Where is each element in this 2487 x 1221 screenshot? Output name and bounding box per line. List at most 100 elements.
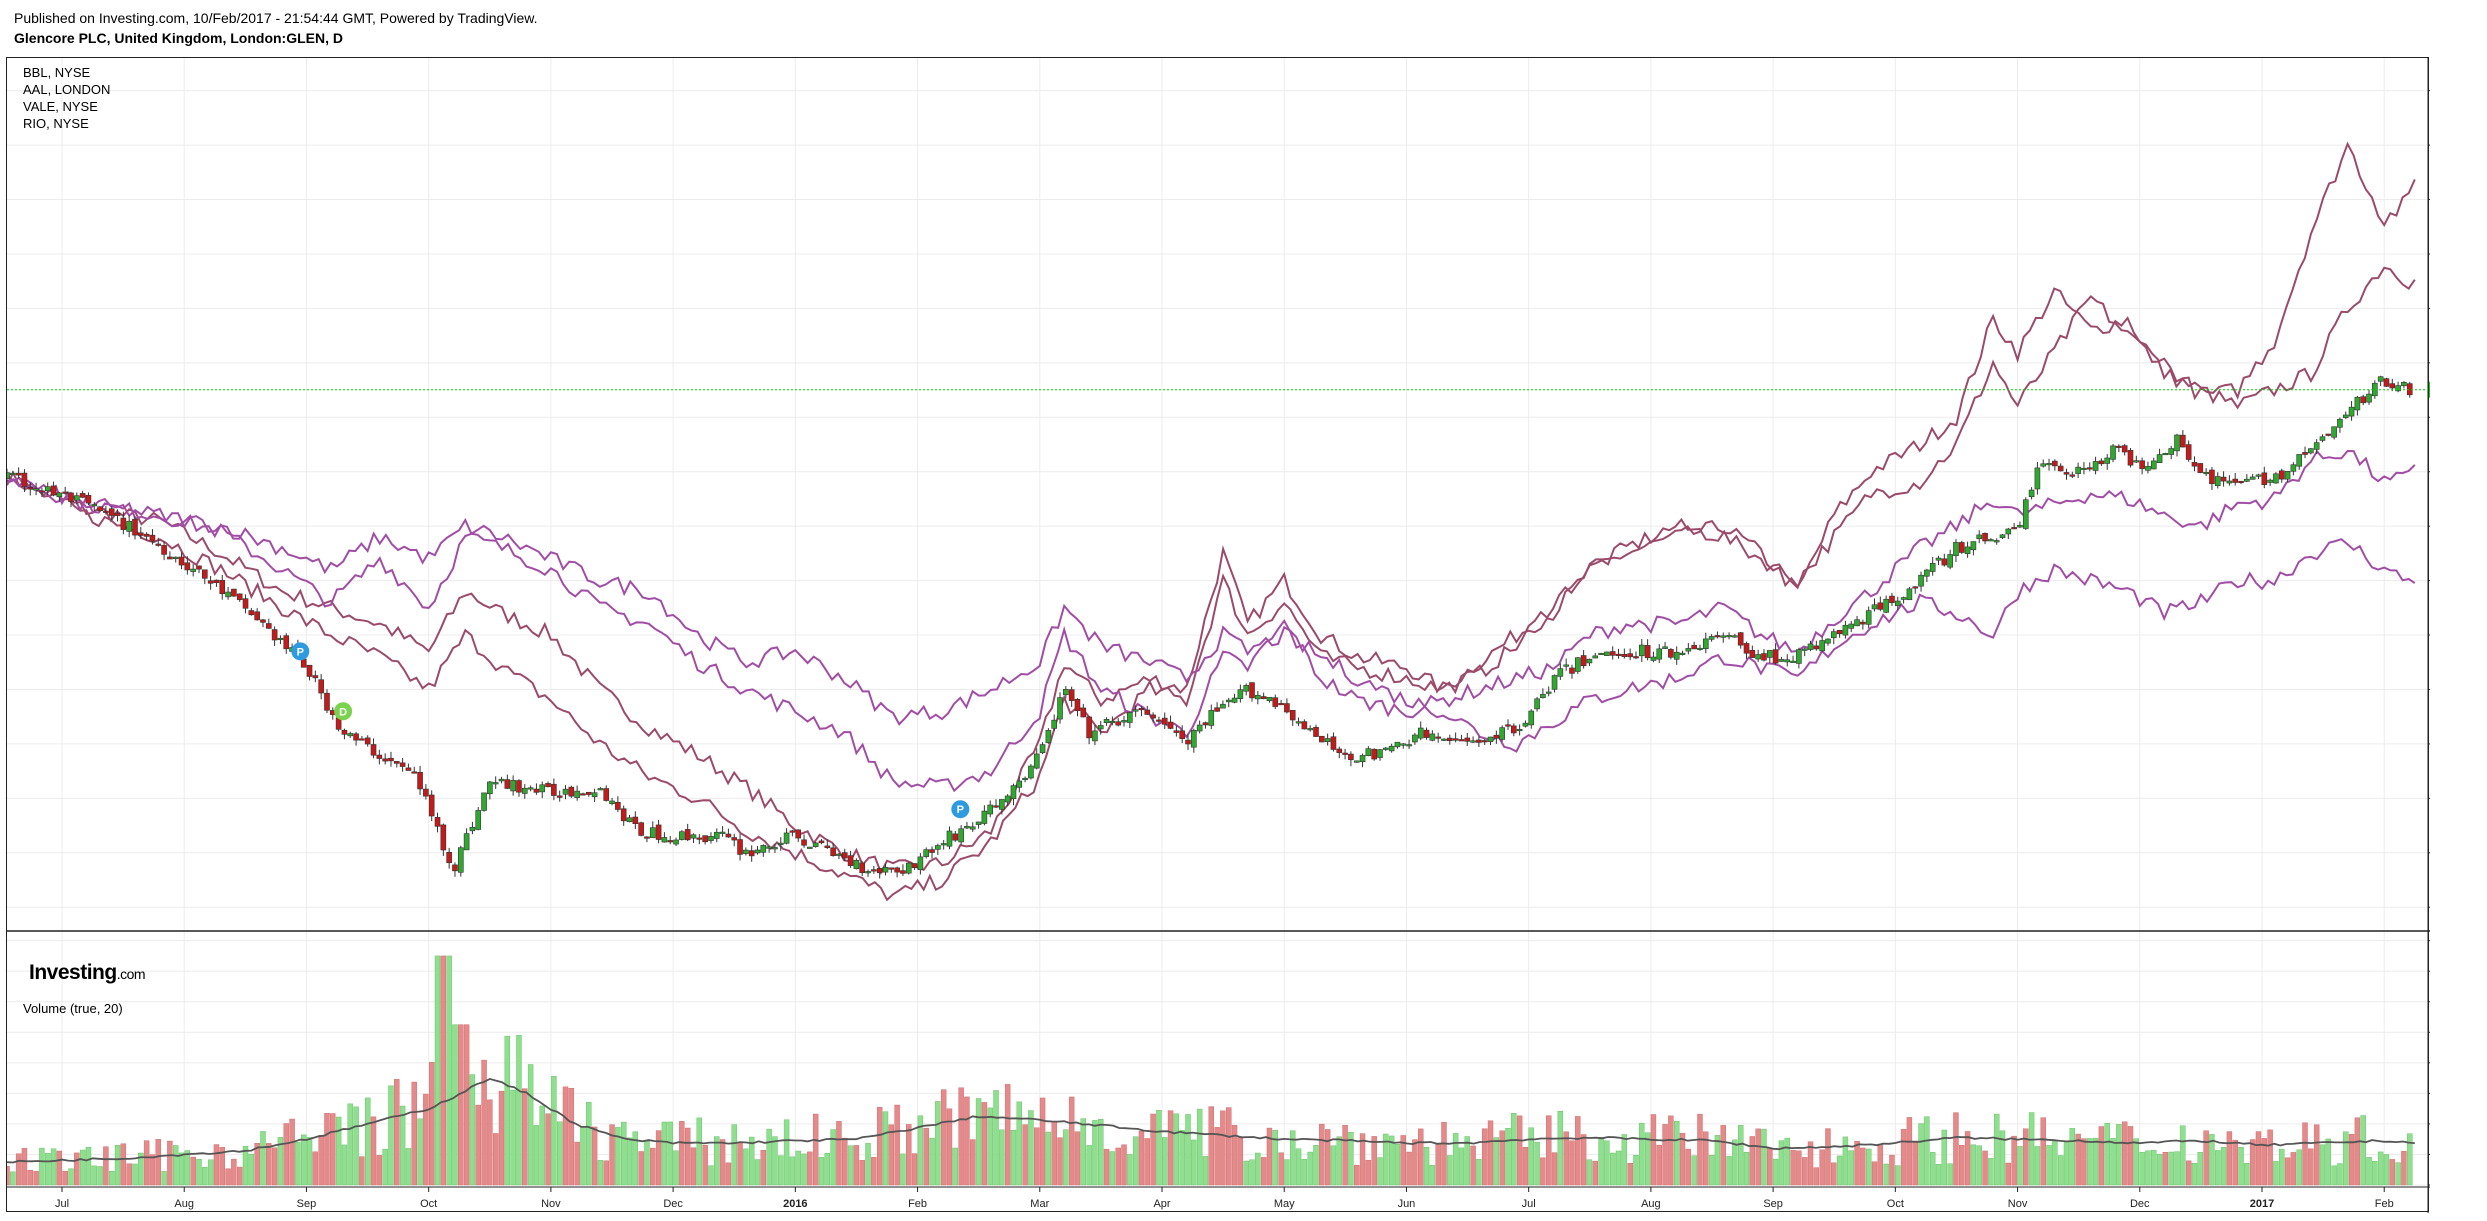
chart-frame[interactable]: 70.00%60.00%50.00%40.00%30.00%20.00%10.0… xyxy=(6,57,2430,1213)
volume-bar xyxy=(1534,1141,1540,1186)
volume-bar xyxy=(318,1135,324,1186)
time-tick-label: Oct xyxy=(1887,1198,1904,1210)
volume-bar xyxy=(1598,1137,1604,1186)
volume-bar xyxy=(324,1113,330,1186)
volume-bar xyxy=(1272,1130,1278,1186)
candle xyxy=(2389,383,2396,389)
comparison-line-4 xyxy=(7,478,2416,753)
volume-bar xyxy=(638,1151,644,1186)
volume-bar xyxy=(1004,1084,1011,1186)
volume-bar xyxy=(1441,1121,1447,1186)
chart-canvas[interactable]: 70.00%60.00%50.00%40.00%30.00%20.00%10.0… xyxy=(7,58,2430,1213)
volume-bar xyxy=(21,1148,28,1186)
candle xyxy=(743,849,749,854)
volume-bar xyxy=(1697,1113,1703,1186)
candle xyxy=(1790,660,1796,663)
volume-bar xyxy=(1255,1152,1261,1186)
legend-aal: AAL, LONDON xyxy=(23,82,111,97)
volume-bar xyxy=(143,1140,150,1186)
candle xyxy=(568,786,575,797)
volume-bar xyxy=(1650,1114,1657,1186)
candle xyxy=(242,598,249,609)
candle xyxy=(801,839,807,846)
volume-bar xyxy=(2290,1152,2297,1186)
candle xyxy=(1371,748,1377,760)
candle xyxy=(1284,703,1290,713)
candle xyxy=(1452,738,1459,741)
candle xyxy=(15,472,22,476)
candle xyxy=(1813,645,1820,650)
volume-bar xyxy=(522,1088,528,1186)
candle xyxy=(10,472,16,475)
candle xyxy=(1691,645,1697,650)
volume-bar xyxy=(1487,1120,1494,1186)
candle xyxy=(1278,703,1284,706)
candle xyxy=(50,485,57,496)
volume-bar xyxy=(370,1116,377,1186)
event-markers: P D P xyxy=(291,642,970,819)
candle xyxy=(196,565,202,570)
volume-bar xyxy=(1348,1132,1354,1186)
volume-bar xyxy=(1522,1147,1529,1186)
volume-bar xyxy=(1464,1136,1470,1186)
time-tick-label: Feb xyxy=(908,1198,927,1210)
candle xyxy=(2273,473,2279,484)
volume-bar xyxy=(2354,1117,2361,1186)
time-tick-label: Jul xyxy=(1522,1198,1536,1210)
candle xyxy=(1167,721,1174,729)
candle xyxy=(2057,465,2064,472)
volume-bar xyxy=(2145,1150,2151,1186)
candle xyxy=(21,472,28,487)
candle xyxy=(184,562,191,571)
candle xyxy=(777,842,784,845)
volume-bar xyxy=(79,1149,86,1186)
volume-bar xyxy=(1999,1130,2006,1186)
candle xyxy=(2366,393,2372,403)
candle xyxy=(1842,624,1849,636)
volume-bar xyxy=(1127,1154,1133,1186)
candle xyxy=(1679,652,1686,655)
volume-bar xyxy=(679,1121,685,1186)
volume-bar xyxy=(434,955,441,1186)
volume-bar xyxy=(2343,1131,2349,1186)
volume-bar xyxy=(778,1155,784,1186)
volume-bar xyxy=(237,1166,243,1186)
volume-bar xyxy=(2057,1155,2064,1186)
volume-bar xyxy=(1732,1139,1738,1186)
volume-bar xyxy=(446,955,452,1186)
volume-bar xyxy=(568,1088,575,1186)
candle xyxy=(2069,474,2076,477)
volume-bar xyxy=(2296,1149,2302,1186)
volume-bar xyxy=(2185,1160,2192,1186)
volume-bar xyxy=(2162,1152,2169,1186)
candle xyxy=(1976,534,1983,539)
volume-bar xyxy=(1691,1155,1697,1186)
candle xyxy=(987,804,994,815)
candle xyxy=(795,829,802,839)
candle xyxy=(708,836,714,841)
candle xyxy=(2348,406,2355,417)
candle xyxy=(1109,720,1116,724)
volume-bar xyxy=(2261,1138,2267,1186)
candle xyxy=(91,504,98,507)
candle xyxy=(207,580,214,584)
candle xyxy=(1865,610,1872,625)
candle xyxy=(719,831,726,834)
candle xyxy=(1749,649,1756,658)
volume-bar xyxy=(271,1147,278,1186)
volume-bar xyxy=(1883,1163,1889,1186)
volume-bar xyxy=(1639,1122,1645,1186)
candle xyxy=(1621,654,1628,657)
volume-bar xyxy=(1307,1151,1313,1186)
candle xyxy=(2238,480,2244,484)
candle xyxy=(481,792,487,811)
candle xyxy=(33,488,39,491)
candle xyxy=(952,833,959,841)
published-note: Published on Investing.com, 10/Feb/2017 … xyxy=(14,10,538,26)
volume-bar xyxy=(50,1148,57,1186)
volume-bar xyxy=(45,1152,51,1186)
candle xyxy=(2377,376,2384,382)
candle xyxy=(876,868,883,874)
candle xyxy=(56,492,63,498)
volume-bar xyxy=(458,1024,464,1186)
